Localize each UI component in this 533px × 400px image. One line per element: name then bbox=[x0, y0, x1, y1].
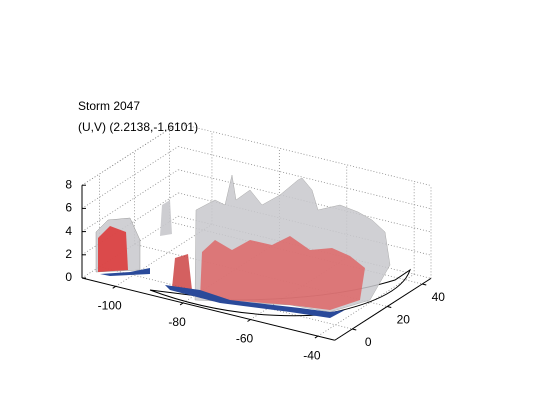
x-tick bbox=[179, 302, 184, 306]
z-tick-label: 4 bbox=[65, 224, 72, 238]
x-tick bbox=[314, 335, 319, 339]
x-tick-label: -60 bbox=[236, 332, 254, 346]
blob bbox=[100, 268, 150, 276]
grid-line bbox=[81, 146, 179, 209]
grid-line bbox=[317, 273, 415, 337]
axes: -100 -80 -60 -40 0 20 40 0 2 4 6 8 bbox=[65, 177, 445, 362]
grid-line bbox=[115, 224, 213, 287]
x-tick bbox=[247, 319, 251, 322]
z-tick-label: 2 bbox=[65, 247, 72, 261]
x-tick-label: -80 bbox=[168, 315, 186, 329]
grid-line bbox=[99, 266, 353, 330]
x-tick bbox=[112, 285, 116, 289]
z-tick-label: 0 bbox=[65, 270, 72, 284]
blob bbox=[200, 236, 365, 310]
grid-line bbox=[81, 169, 179, 232]
z-tick-label: 6 bbox=[65, 201, 72, 215]
grid-line bbox=[81, 122, 179, 186]
y-tick-label: 20 bbox=[397, 313, 411, 327]
y-tick-label: 0 bbox=[365, 335, 372, 349]
z-tick-label: 8 bbox=[65, 177, 72, 191]
blob bbox=[98, 226, 128, 272]
y-tick bbox=[387, 306, 392, 308]
grid-line bbox=[178, 215, 432, 279]
grid-line bbox=[178, 146, 432, 210]
x-tick-label: -100 bbox=[98, 298, 122, 312]
grid-line bbox=[178, 122, 432, 186]
grid-line bbox=[178, 192, 432, 256]
y-tick-label: 40 bbox=[432, 290, 446, 304]
surface bbox=[95, 174, 411, 318]
y-axis bbox=[334, 277, 432, 341]
blob bbox=[160, 200, 172, 236]
blob bbox=[172, 254, 192, 290]
y-tick bbox=[352, 328, 357, 331]
grid-line bbox=[178, 169, 432, 233]
y-tick bbox=[422, 283, 427, 286]
blob bbox=[165, 285, 345, 318]
chart-subtitle: (U,V) (2.2138,-1.6101) bbox=[78, 120, 198, 134]
x-tick-label: -40 bbox=[303, 348, 321, 362]
chart-title: Storm 2047 bbox=[78, 99, 140, 113]
x-axis bbox=[81, 277, 335, 341]
